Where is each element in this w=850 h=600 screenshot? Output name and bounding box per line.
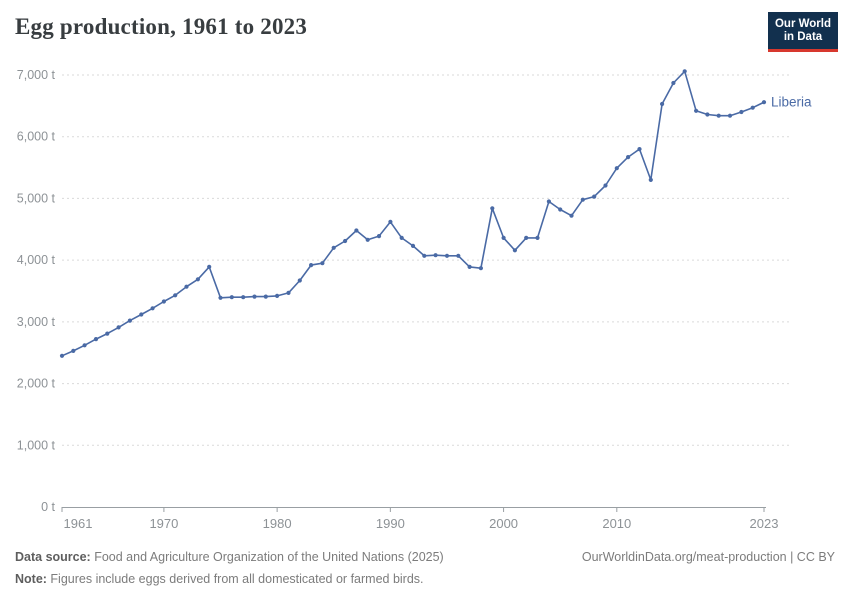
data-point[interactable] [173, 293, 178, 298]
data-point[interactable] [648, 177, 653, 182]
x-tick-label: 1970 [149, 516, 178, 531]
data-point[interactable] [116, 325, 121, 330]
data-point[interactable] [297, 278, 302, 283]
data-point[interactable] [558, 207, 563, 212]
data-point[interactable] [478, 266, 483, 271]
data-point[interactable] [71, 348, 76, 353]
data-point[interactable] [524, 235, 529, 240]
data-point[interactable] [207, 264, 212, 269]
data-point[interactable] [603, 183, 608, 188]
note-text: Figures include eggs derived from all do… [46, 572, 424, 586]
page-title: Egg production, 1961 to 2023 [15, 14, 308, 39]
data-point[interactable] [139, 312, 144, 317]
data-point[interactable] [727, 113, 733, 118]
data-point[interactable] [761, 100, 767, 105]
x-tick-label: 2010 [602, 516, 631, 531]
data-point[interactable] [184, 284, 189, 289]
data-point[interactable] [456, 253, 461, 258]
chart-canvas[interactable]: 0 t 1,000 t 2,000 t 3,000 t 4,000 t 5,000 t 6,… [0, 0, 850, 545]
data-point[interactable] [580, 197, 585, 202]
data-source-text: Food and Agriculture Organization of the… [90, 550, 444, 564]
data-point[interactable] [343, 238, 348, 244]
data-point[interactable] [331, 245, 336, 250]
data-point[interactable] [127, 318, 132, 323]
x-tick-label: 1990 [376, 516, 405, 531]
data-point[interactable] [399, 235, 404, 240]
owid-logo[interactable]: Our World in Data [768, 12, 838, 52]
data-point[interactable] [490, 206, 495, 211]
data-point[interactable] [388, 219, 393, 224]
data-point[interactable] [218, 295, 223, 300]
data-point[interactable] [229, 295, 234, 300]
data-point[interactable] [275, 293, 280, 298]
y-tick-label: 7,000 t [17, 68, 56, 82]
owid-logo-line1: Our World [774, 17, 831, 30]
data-point[interactable] [501, 235, 506, 240]
data-point[interactable] [467, 264, 472, 269]
data-point[interactable] [286, 290, 291, 295]
x-tick-label: 2000 [489, 516, 518, 531]
x-tick-label: 1961 [64, 516, 93, 531]
data-point[interactable] [365, 237, 370, 242]
x-tick-label: 1980 [263, 516, 292, 531]
data-point[interactable] [59, 353, 65, 358]
chart-footer: Data source: Food and Agriculture Organi… [15, 546, 835, 590]
y-tick-label: 6,000 t [17, 130, 56, 144]
data-source-line: Data source: Food and Agriculture Organi… [15, 546, 835, 568]
data-point[interactable] [546, 199, 552, 204]
data-point[interactable] [569, 213, 574, 218]
data-source-label: Data source: [15, 550, 91, 564]
series-end-label[interactable]: Liberia [771, 95, 812, 110]
data-point[interactable] [444, 253, 450, 258]
data-point[interactable] [682, 69, 687, 74]
note-line: Note: Figures include eggs derived from … [15, 568, 835, 590]
data-point[interactable] [309, 263, 314, 268]
data-point[interactable] [433, 253, 438, 258]
attribution-link[interactable]: OurWorldinData.org/meat-production | CC … [581, 550, 835, 564]
y-tick-label: 4,000 t [17, 253, 56, 267]
x-tick-label: 2023 [750, 516, 779, 531]
data-point[interactable] [592, 194, 597, 199]
data-point[interactable] [660, 101, 665, 107]
data-point[interactable] [93, 337, 99, 342]
data-point[interactable] [105, 331, 110, 336]
data-point[interactable] [150, 306, 155, 311]
data-point[interactable] [263, 294, 268, 299]
data-point[interactable] [694, 108, 699, 113]
data-point[interactable] [252, 294, 257, 299]
data-point[interactable] [637, 147, 642, 152]
data-line-liberia[interactable] [61, 70, 765, 357]
y-tick-label: 0 t [41, 500, 55, 514]
data-point[interactable] [671, 80, 676, 86]
data-point[interactable] [750, 105, 755, 110]
data-point[interactable] [410, 243, 416, 248]
data-point[interactable] [535, 235, 540, 240]
data-point[interactable] [320, 261, 325, 266]
data-point[interactable] [512, 248, 518, 253]
y-tick-label: 2,000 t [17, 377, 56, 391]
data-point[interactable] [241, 295, 246, 300]
data-point[interactable] [376, 234, 382, 239]
note-label: Note: [15, 572, 47, 586]
y-tick-label: 5,000 t [17, 191, 56, 205]
data-point[interactable] [82, 343, 87, 348]
data-point[interactable] [422, 253, 427, 258]
data-point[interactable] [626, 155, 631, 160]
data-point[interactable] [705, 112, 710, 117]
data-point[interactable] [614, 166, 619, 171]
y-tick-label: 1,000 t [17, 438, 56, 452]
owid-logo-line2: in Data [783, 30, 823, 43]
data-point[interactable] [354, 228, 359, 233]
data-point[interactable] [716, 113, 721, 118]
data-point[interactable] [739, 109, 744, 115]
data-point[interactable] [161, 299, 166, 304]
data-point[interactable] [195, 277, 200, 282]
y-tick-label: 3,000 t [17, 315, 56, 329]
